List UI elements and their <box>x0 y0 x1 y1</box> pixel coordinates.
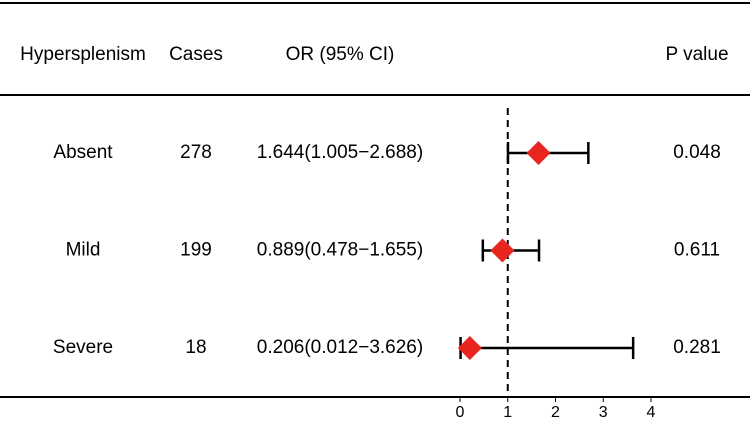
or-ci: 0.206(0.012−3.626) <box>257 337 423 358</box>
row-label: Absent <box>53 142 113 163</box>
cases: 199 <box>180 240 212 261</box>
or-ci: 0.889(0.478−1.655) <box>257 240 423 261</box>
or-ci: 1.644(1.005−2.688) <box>257 142 423 163</box>
column-header: Hypersplenism <box>20 44 146 65</box>
estimate-point <box>526 141 551 165</box>
x-tick-label: 1 <box>503 404 512 421</box>
row-label: Severe <box>53 337 113 358</box>
x-tick-label: 0 <box>456 404 465 421</box>
cases: 278 <box>180 142 212 163</box>
x-tick-label: 3 <box>599 404 608 421</box>
x-tick-label: 4 <box>647 404 656 421</box>
column-header: Cases <box>169 44 223 65</box>
column-header: P value <box>665 44 728 65</box>
column-header: OR (95% CI) <box>286 44 395 65</box>
p-value: 0.048 <box>673 142 721 163</box>
estimate-point <box>490 238 515 263</box>
p-value: 0.611 <box>674 240 720 261</box>
cases: 18 <box>185 337 206 358</box>
x-tick-label: 2 <box>551 404 560 421</box>
estimate-point <box>457 336 482 360</box>
row-label: Mild <box>66 240 101 261</box>
p-value: 0.281 <box>673 337 721 358</box>
